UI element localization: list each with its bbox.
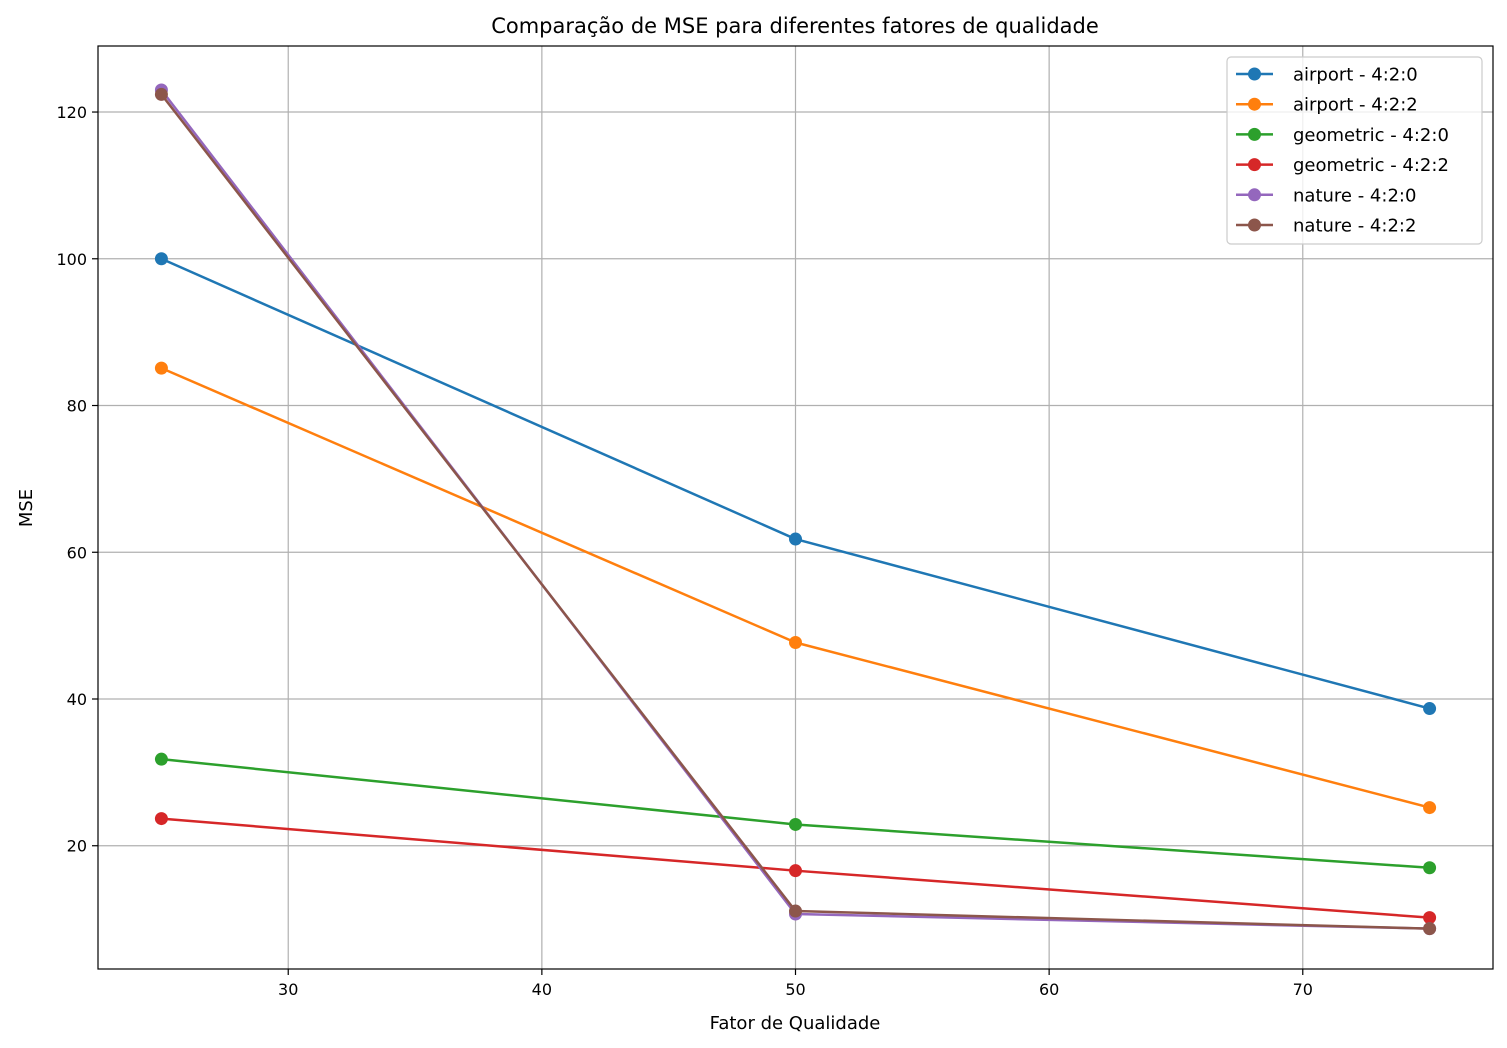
data-point — [154, 361, 168, 375]
legend-label: nature - 4:2:0 — [1293, 185, 1416, 206]
y-tick-label: 40 — [67, 690, 87, 709]
series-layer — [154, 83, 1437, 936]
legend-marker — [1248, 67, 1261, 81]
y-tick-label: 20 — [67, 837, 87, 856]
series-2 — [154, 752, 1437, 875]
legend-item: airport - 4:2:2 — [1236, 95, 1418, 116]
series-5 — [154, 87, 1437, 936]
data-point — [1423, 801, 1437, 815]
legend-item: airport - 4:2:0 — [1236, 65, 1418, 86]
x-tick-label: 40 — [532, 980, 552, 999]
x-tick-label: 50 — [785, 980, 805, 999]
legend-item: geometric - 4:2:0 — [1236, 125, 1449, 146]
y-axis-label: MSE — [16, 489, 37, 527]
series-3 — [154, 812, 1437, 925]
y-axis-ticks: 20 40 60 80 100 120 — [56, 103, 98, 856]
legend-label: nature - 4:2:2 — [1293, 216, 1416, 237]
legend-label: airport - 4:2:0 — [1293, 65, 1418, 86]
data-point — [789, 636, 802, 650]
legend-marker — [1248, 158, 1261, 172]
data-point — [789, 532, 802, 546]
legend-box — [1226, 56, 1483, 245]
legend: airport - 4:2:0 airport - 4:2:2 geometric … — [1226, 56, 1483, 245]
x-axis-label: Fator de Qualidade — [710, 1013, 881, 1034]
data-point — [789, 817, 802, 831]
data-point — [1423, 861, 1437, 875]
legend-label: geometric - 4:2:2 — [1293, 155, 1449, 176]
y-tick-label: 120 — [56, 103, 87, 122]
y-tick-label: 80 — [67, 397, 87, 416]
y-tick-label: 60 — [67, 543, 87, 562]
x-tick-label: 30 — [278, 980, 298, 999]
legend-marker — [1248, 188, 1261, 202]
series-1 — [154, 361, 1437, 815]
x-tick-label: 60 — [1039, 980, 1059, 999]
legend-marker — [1248, 218, 1261, 232]
data-point — [154, 752, 168, 766]
data-point — [789, 864, 802, 878]
legend-marker — [1248, 97, 1261, 111]
data-point — [154, 812, 168, 826]
legend-item: geometric - 4:2:2 — [1236, 155, 1449, 176]
data-point — [1423, 922, 1437, 936]
legend-marker — [1248, 127, 1261, 141]
data-point — [154, 252, 168, 266]
y-tick-label: 100 — [56, 250, 87, 269]
data-point — [1423, 702, 1437, 716]
data-point — [789, 904, 802, 918]
x-tick-label: 70 — [1293, 980, 1313, 999]
x-axis-ticks: 30 40 50 60 70 — [278, 969, 1313, 999]
legend-item: nature - 4:2:2 — [1236, 216, 1416, 237]
data-point — [154, 87, 168, 101]
chart-title: Comparação de MSE para diferentes fatore… — [491, 14, 1099, 38]
legend-label: airport - 4:2:2 — [1293, 95, 1418, 116]
series-0 — [154, 252, 1437, 716]
legend-label: geometric - 4:2:0 — [1293, 125, 1449, 146]
data-point — [1423, 911, 1437, 925]
legend-item: nature - 4:2:0 — [1236, 185, 1416, 206]
